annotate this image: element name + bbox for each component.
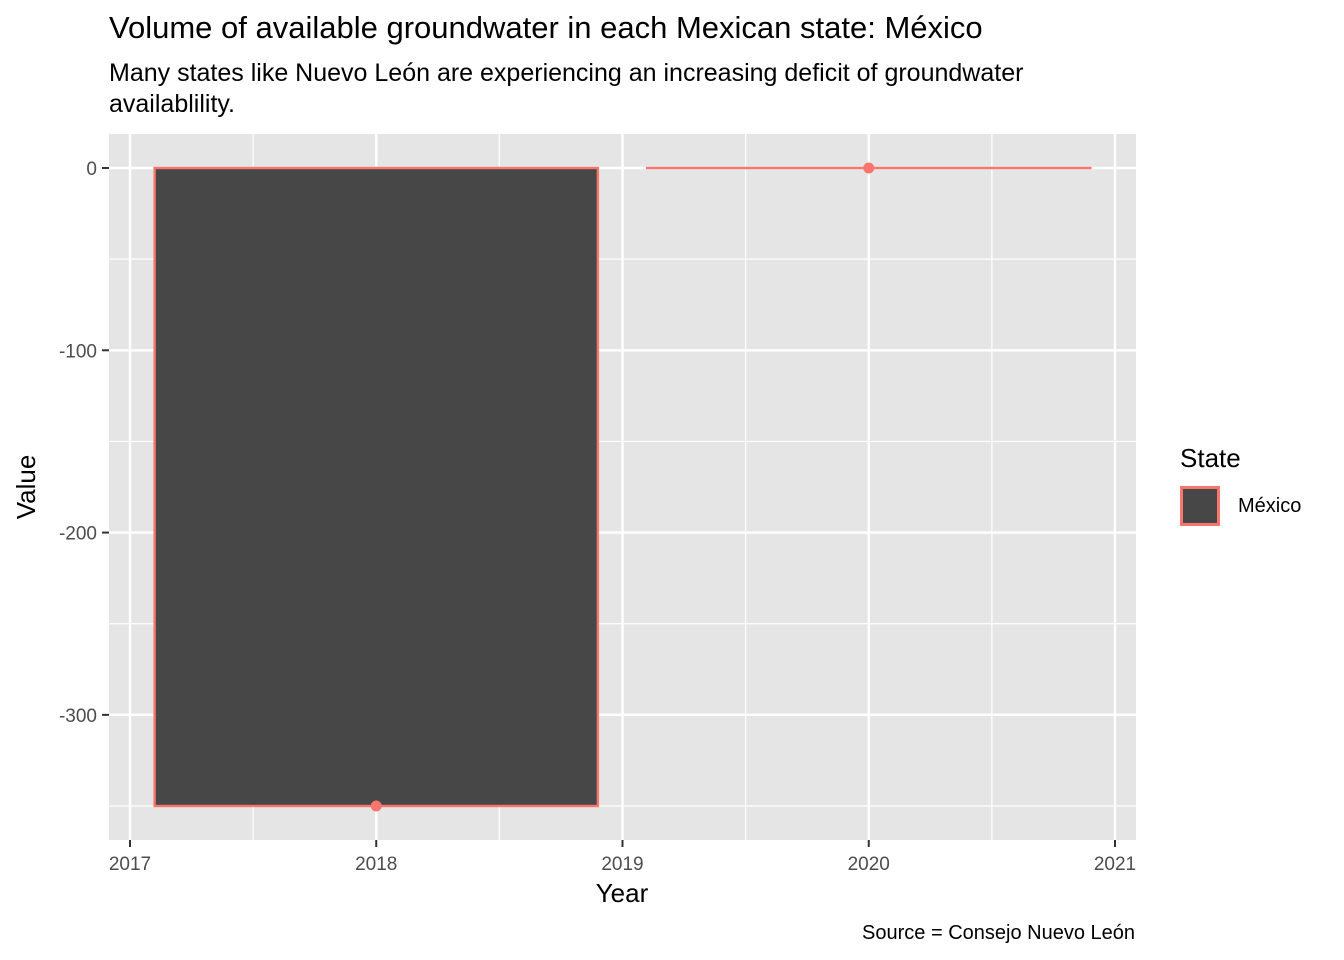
data-point [863,162,875,174]
x-tick-label: 2020 [848,854,890,875]
x-axis: 2017 2018 2019 2020 2021 [109,840,1136,875]
y-tick-label: -100 [59,341,97,362]
x-tick-label: 2019 [601,854,643,875]
data-marks [153,162,1092,812]
y-tick-label: -300 [59,706,97,727]
x-tick-label: 2017 [109,854,151,875]
source-caption: Source = Consejo Nuevo León [862,922,1135,944]
legend-item: México [1180,486,1301,526]
y-axis: 0 -100 -200 -300 [59,159,109,727]
chart-title: Volume of available groundwater in each … [109,10,983,45]
legend-key [1180,486,1220,526]
legend-title: State [1180,443,1241,473]
x-axis-title: Year [596,878,649,908]
y-tick-label: 0 [86,159,97,180]
data-point [370,800,382,812]
legend-label: México [1238,494,1302,517]
chart-subtitle: Many states like Nuevo León are experien… [109,59,1024,118]
x-tick-label: 2021 [1094,854,1136,875]
legend: State México [1180,440,1301,526]
y-axis-title: Value [11,455,41,520]
y-tick-label: -200 [59,524,97,545]
x-tick-label: 2018 [355,854,397,875]
bar [153,166,600,808]
